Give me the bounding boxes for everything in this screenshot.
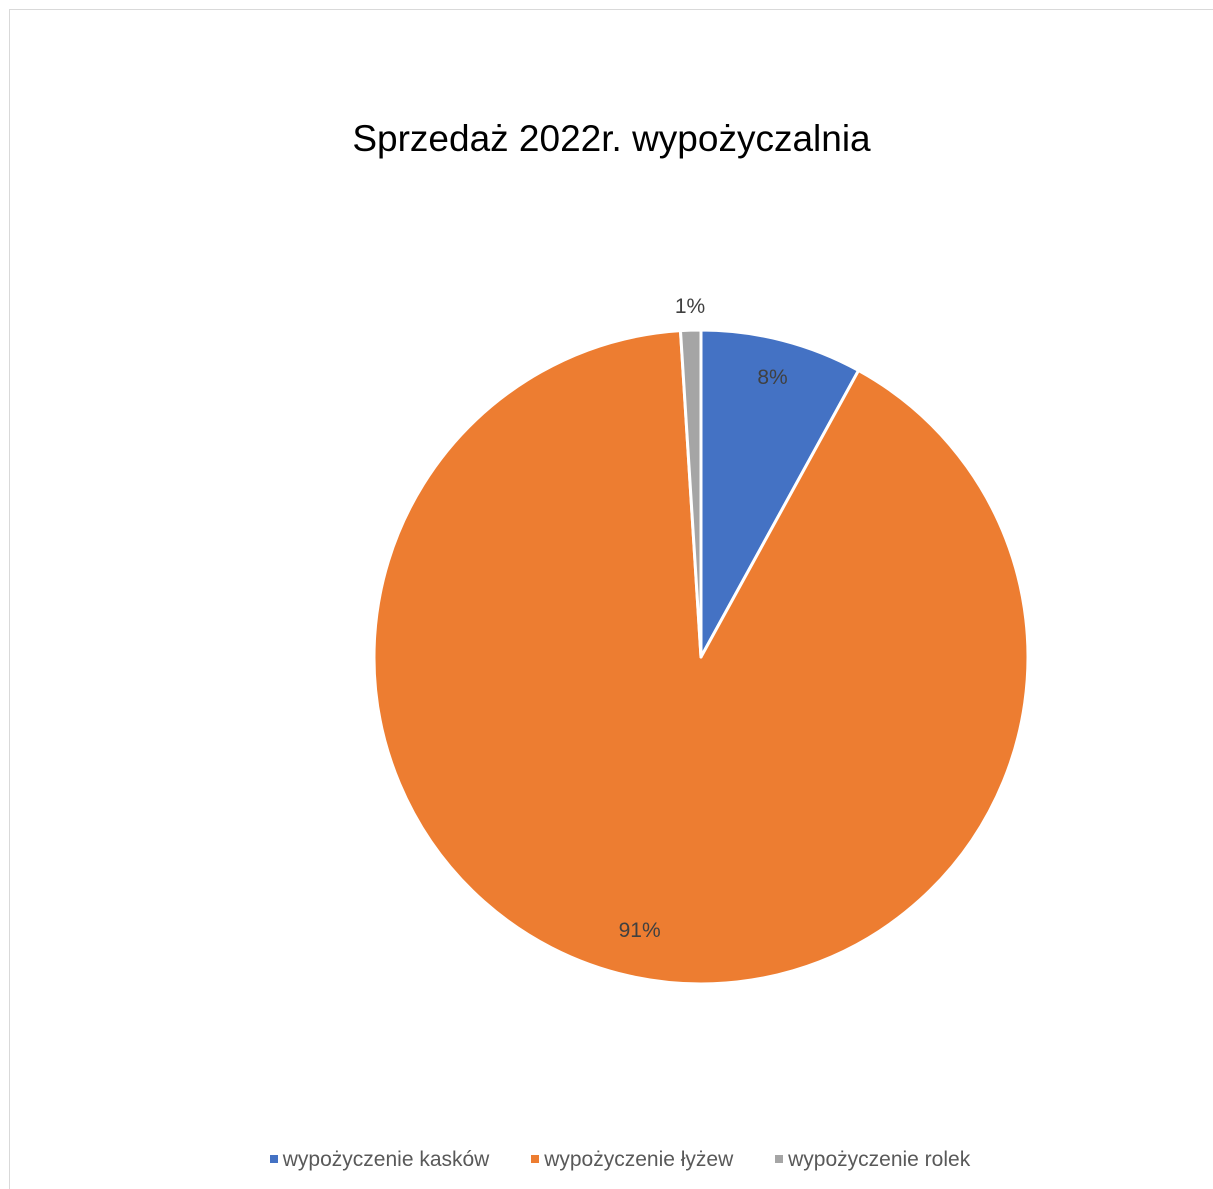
legend-label-lyzwy: wypożyczenie łyżew	[544, 1148, 734, 1171]
legend-item-rolki: wypożyczenie rolek	[775, 1148, 970, 1172]
legend-item-kaski: wypożyczenie kasków	[269, 1148, 490, 1172]
legend-item-lyzwy: wypożyczenie łyżew	[531, 1148, 733, 1172]
legend-swatch-rolki	[775, 1155, 784, 1163]
data-label-lyzwy: 91%	[619, 919, 661, 942]
legend-label-rolki: wypożyczenie rolek	[788, 1148, 971, 1171]
legend-label-kaski: wypożyczenie kasków	[282, 1148, 490, 1171]
data-label-rolki: 1%	[675, 295, 705, 318]
legend: wypożyczenie kasków wypożyczenie łyżew w…	[0, 1148, 1213, 1172]
slice-rolki	[678, 328, 703, 659]
legend-swatch-kaski	[269, 1155, 278, 1163]
chart-title: Sprzedaż 2022r. wypożyczalnia	[352, 118, 871, 159]
legend-swatch-lyzwy	[531, 1155, 540, 1163]
slice-kaski	[699, 328, 861, 659]
data-label-kaski: 8%	[757, 366, 787, 389]
